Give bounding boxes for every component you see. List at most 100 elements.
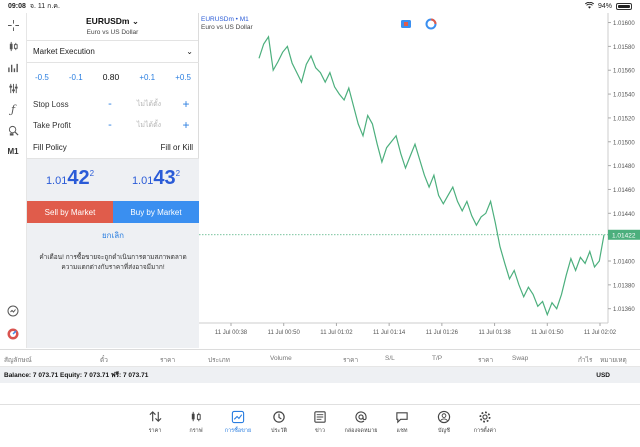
chevron-down-icon: ⌄: [131, 16, 139, 26]
column-header[interactable]: T/P: [432, 355, 443, 362]
take-profit-minus-button[interactable]: -: [108, 119, 112, 131]
settings-icon[interactable]: [5, 80, 21, 96]
news-icon: [300, 409, 340, 425]
tab-label: ราคา: [148, 428, 162, 434]
stop-loss-minus-button[interactable]: -: [108, 98, 112, 110]
column-header[interactable]: ประเภท: [208, 357, 230, 364]
stop-loss-input[interactable]: ไม่ได้ตั้ง: [136, 100, 162, 108]
tab-label: บัญชี: [438, 428, 450, 434]
status-right: 94%: [584, 1, 632, 11]
battery-icon: [616, 3, 632, 10]
y-tick-label: 1.01520: [613, 116, 635, 122]
trade-icon: [218, 409, 258, 425]
x-tick-label: 11 Jul 00:50: [268, 330, 301, 336]
quotes-icon: [135, 409, 175, 425]
order-panel: EURUSDm ⌄ Euro vs US Dollar Market Execu…: [27, 13, 199, 348]
status-time: 09:08: [8, 3, 26, 10]
balance-summary: Balance: 7 073.71 Equity: 7 073.71 ฟรี: …: [4, 372, 149, 379]
tab-label: กราฟ: [189, 428, 203, 434]
stop-loss-row: Stop Loss - ไม่ได้ตั้ง +: [27, 93, 199, 115]
column-header[interactable]: ราคา: [343, 357, 359, 364]
history-icon: [259, 409, 299, 425]
volume-minus-05[interactable]: -0.5: [35, 72, 49, 82]
battery-fill: [618, 5, 631, 8]
take-profit-input[interactable]: ไม่ได้ตั้ง: [136, 121, 162, 129]
function-icon[interactable]: ƒ: [10, 102, 16, 116]
y-tick-label: 1.01500: [613, 140, 635, 146]
take-profit-label: Take Profit: [33, 120, 71, 130]
battery-percent: 94%: [597, 3, 612, 10]
tab-account[interactable]: บัญชี: [424, 409, 464, 435]
column-header[interactable]: Volume: [270, 355, 292, 362]
tab-trade[interactable]: การซื้อขาย: [218, 409, 258, 435]
symbol-selector[interactable]: EURUSDm ⌄: [86, 16, 139, 26]
cancel-button[interactable]: ยกเลิก: [27, 223, 199, 247]
volume-minus-01[interactable]: -0.1: [68, 72, 83, 82]
column-header[interactable]: ตั๋ว: [100, 357, 108, 364]
crosshair-icon[interactable]: [5, 17, 21, 33]
charts-icon: [176, 409, 216, 425]
take-profit-row: Take Profit - ไม่ได้ตั้ง +: [27, 114, 199, 136]
bottom-tab-bar: ราคา กราฟ การซื้อขาย ประวัติ ข่าว กล่องจดหมาย…: [0, 404, 640, 447]
execution-type-select[interactable]: Market Execution ⌄: [27, 41, 199, 63]
timeframe-label[interactable]: M1: [7, 146, 19, 156]
volume-plus-01[interactable]: +0.1: [139, 72, 156, 82]
y-tick-label: 1.01480: [613, 164, 635, 170]
execution-type-label: Market Execution: [33, 47, 95, 56]
balance-row: Balance: 7 073.71 Equity: 7 073.71 ฟรี: …: [0, 367, 640, 383]
x-tick-label: 11 Jul 01:38: [478, 330, 511, 336]
sell-button[interactable]: Sell by Market: [27, 201, 113, 223]
trade-icon[interactable]: [5, 326, 21, 342]
price-display: 1.01 42 2 1.01 43 2: [27, 159, 199, 201]
stop-loss-label: Stop Loss: [33, 99, 69, 109]
fill-policy-row[interactable]: Fill Policy Fill or Kill: [27, 137, 199, 159]
tab-chat[interactable]: แชท: [382, 409, 422, 435]
candles-icon[interactable]: [5, 38, 21, 54]
y-tick-label: 1.01440: [613, 212, 635, 218]
take-profit-plus-button[interactable]: +: [182, 118, 190, 132]
y-tick-label: 1.01460: [613, 188, 635, 194]
objects-icon[interactable]: [5, 122, 21, 138]
tab-label: การตั้งค่า: [473, 428, 497, 434]
stop-loss-plus-button[interactable]: +: [182, 97, 190, 111]
bid-price: 1.01 42 2: [45, 167, 95, 189]
buy-button[interactable]: Buy by Market: [113, 201, 199, 223]
chart-reset-icon-arc: [430, 18, 437, 25]
column-header[interactable]: ราคา: [160, 357, 176, 364]
status-date: จ. 11 ก.ค.: [29, 3, 60, 10]
settings-icon: [465, 409, 505, 425]
chevron-down-icon: ⌄: [186, 47, 193, 56]
tab-quotes[interactable]: ราคา: [135, 409, 175, 435]
volume-input[interactable]: 0.80: [102, 72, 120, 82]
search-icon[interactable]: [5, 303, 21, 319]
tab-news[interactable]: ข่าว: [300, 409, 340, 435]
balance-currency: USD: [596, 371, 610, 379]
chart-title: EURUSDm • M1: [201, 16, 249, 23]
column-header[interactable]: ราคา: [478, 357, 494, 364]
warning-line-2: ความแตกต่างกับราคาที่ส่งอาจมีมาก!: [61, 264, 165, 271]
status-bar: 09:08 จ. 11 ก.ค. 94%: [0, 0, 640, 13]
one-click-trade-icon-inner: [404, 22, 408, 26]
symbol-header[interactable]: EURUSDm ⌄ Euro vs US Dollar: [27, 13, 198, 41]
volume-plus-05[interactable]: +0.5: [175, 72, 191, 82]
wifi-icon: [584, 1, 595, 11]
tab-label: ประวัติ: [270, 428, 288, 434]
column-header[interactable]: กำไร: [578, 357, 593, 364]
y-tick-label: 1.01540: [613, 93, 635, 99]
tab-label: ข่าว: [315, 428, 325, 434]
column-header[interactable]: สัญลักษณ์: [4, 357, 32, 364]
tab-charts[interactable]: กราฟ: [176, 409, 216, 435]
tab-history[interactable]: ประวัติ: [259, 409, 299, 435]
column-header[interactable]: หมายเหตุ: [600, 357, 627, 364]
indicators-icon[interactable]: [5, 59, 21, 75]
y-tick-label: 1.01380: [613, 283, 635, 289]
y-tick-label: 1.01560: [613, 69, 635, 75]
tab-mailbox[interactable]: กล่องจดหมาย: [341, 409, 381, 435]
column-header[interactable]: Swap: [512, 355, 529, 362]
column-header[interactable]: S/L: [385, 355, 395, 362]
tab-settings[interactable]: การตั้งค่า: [465, 409, 505, 435]
trade-table-header: สัญลักษณ์ ตั๋ว ราคา ประเภท Volume ราคา S/L T/P ร…: [0, 349, 640, 367]
current-price-tag: [608, 229, 640, 240]
